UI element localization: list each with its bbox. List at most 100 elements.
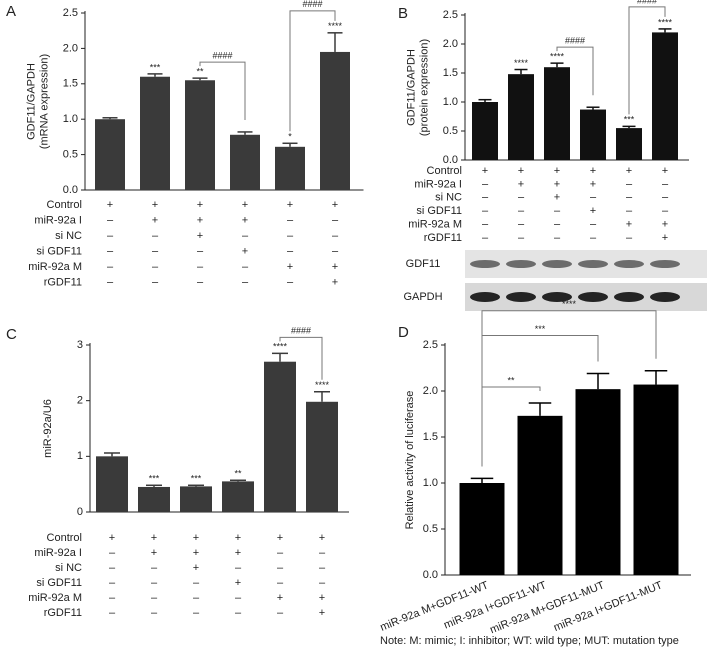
bar bbox=[652, 32, 678, 160]
bracket-label: ** bbox=[507, 375, 515, 385]
treatment-sign: + bbox=[235, 577, 241, 589]
treatment-sign: + bbox=[287, 261, 293, 273]
treatment-sign: – bbox=[152, 245, 159, 257]
significance: *** bbox=[150, 62, 161, 72]
blot-band bbox=[578, 292, 608, 302]
blot-band bbox=[470, 260, 500, 268]
panel-letter: B bbox=[398, 5, 408, 22]
bracket-label: *** bbox=[535, 324, 546, 334]
blot-band bbox=[614, 260, 644, 268]
y-tick-label: 0.5 bbox=[443, 125, 458, 137]
treatment-sign: + bbox=[197, 199, 203, 211]
bracket bbox=[289, 10, 336, 132]
blot-band bbox=[470, 292, 500, 302]
treatment-sign: – bbox=[287, 230, 294, 242]
treatment-sign: + bbox=[151, 532, 157, 544]
treatment-sign: – bbox=[662, 192, 669, 204]
treatment-sign: – bbox=[197, 245, 204, 257]
treatment-sign: + bbox=[287, 199, 293, 211]
bar bbox=[275, 146, 305, 190]
bar bbox=[616, 128, 642, 160]
error-bar bbox=[237, 131, 253, 135]
treatment-sign: + bbox=[152, 214, 158, 226]
y-axis-label: (mRNA expression) bbox=[38, 54, 50, 149]
treatment-label: rGDF11 bbox=[44, 607, 82, 619]
y-tick-label: 0.0 bbox=[423, 569, 438, 581]
treatment-label: si GDF11 bbox=[36, 245, 82, 257]
blot-band bbox=[650, 260, 680, 268]
treatment-label: Control bbox=[47, 532, 82, 544]
panel-letter: A bbox=[6, 3, 16, 20]
bracket-label: #### bbox=[637, 0, 657, 5]
treatment-sign: – bbox=[287, 214, 294, 226]
significance: **** bbox=[273, 342, 288, 352]
significance: **** bbox=[658, 17, 673, 27]
treatment-label: miR-92a M bbox=[28, 261, 82, 273]
treatment-sign: – bbox=[482, 219, 489, 231]
treatment-label: miR-92a M bbox=[408, 219, 462, 231]
y-axis-label: GDF11/GAPDH bbox=[25, 63, 37, 140]
blot-band bbox=[614, 292, 644, 302]
treatment-sign: – bbox=[554, 232, 561, 244]
treatment-label: miR-92a I bbox=[34, 214, 82, 226]
treatment-label: si GDF11 bbox=[416, 205, 462, 217]
error-bar bbox=[147, 73, 163, 77]
error-bar bbox=[314, 391, 330, 402]
treatment-sign: + bbox=[242, 214, 248, 226]
treatment-sign: + bbox=[197, 230, 203, 242]
treatment-sign: – bbox=[518, 192, 525, 204]
treatment-sign: – bbox=[590, 219, 597, 231]
treatment-sign: – bbox=[152, 276, 159, 288]
treatment-sign: – bbox=[482, 205, 489, 217]
bracket bbox=[556, 46, 594, 96]
treatment-sign: – bbox=[109, 592, 116, 604]
treatment-sign: + bbox=[193, 532, 199, 544]
treatment-sign: + bbox=[662, 165, 668, 177]
bar bbox=[544, 67, 570, 160]
treatment-sign: + bbox=[332, 261, 338, 273]
treatment-sign: + bbox=[152, 199, 158, 211]
treatment-label: miR-92a I bbox=[34, 547, 82, 559]
treatment-sign: + bbox=[626, 219, 632, 231]
treatment-sign: + bbox=[662, 232, 668, 244]
blot-label: GDF11 bbox=[406, 258, 441, 270]
error-bar bbox=[528, 402, 552, 416]
treatment-sign: + bbox=[319, 592, 325, 604]
error-bar bbox=[282, 142, 298, 147]
treatment-sign: – bbox=[287, 276, 294, 288]
treatment-sign: – bbox=[151, 592, 158, 604]
blot-band bbox=[578, 260, 608, 268]
y-tick-label: 0.0 bbox=[63, 184, 78, 196]
y-tick-label: 1.5 bbox=[443, 67, 458, 79]
y-axis-label: (protein expression) bbox=[418, 39, 430, 136]
error-bar bbox=[327, 32, 343, 52]
bracket-label: **** bbox=[562, 299, 577, 309]
treatment-sign: + bbox=[590, 178, 596, 190]
treatment-sign: – bbox=[152, 230, 159, 242]
treatment-label: si NC bbox=[55, 230, 82, 242]
error-bar bbox=[658, 28, 672, 33]
treatment-sign: + bbox=[332, 276, 338, 288]
treatment-sign: + bbox=[193, 562, 199, 574]
error-bar bbox=[470, 477, 494, 483]
bracket bbox=[628, 6, 666, 115]
error-bar bbox=[104, 452, 120, 457]
treatment-sign: – bbox=[152, 261, 159, 273]
treatment-sign: – bbox=[193, 592, 200, 604]
bracket-label: #### bbox=[302, 0, 322, 9]
error-bar bbox=[586, 106, 600, 110]
treatment-sign: – bbox=[242, 261, 249, 273]
treatment-sign: – bbox=[662, 205, 669, 217]
significance: **** bbox=[328, 21, 343, 31]
treatment-sign: – bbox=[518, 232, 525, 244]
treatment-sign: – bbox=[235, 607, 242, 619]
blot-label: GAPDH bbox=[403, 291, 442, 303]
error-bar bbox=[514, 68, 528, 75]
treatment-sign: – bbox=[662, 178, 669, 190]
y-tick-label: 2.0 bbox=[63, 42, 78, 54]
y-tick-label: 1.5 bbox=[63, 78, 78, 90]
panel-letter: C bbox=[6, 326, 17, 343]
bar bbox=[575, 389, 621, 575]
treatment-sign: – bbox=[319, 577, 326, 589]
treatment-sign: – bbox=[287, 245, 294, 257]
